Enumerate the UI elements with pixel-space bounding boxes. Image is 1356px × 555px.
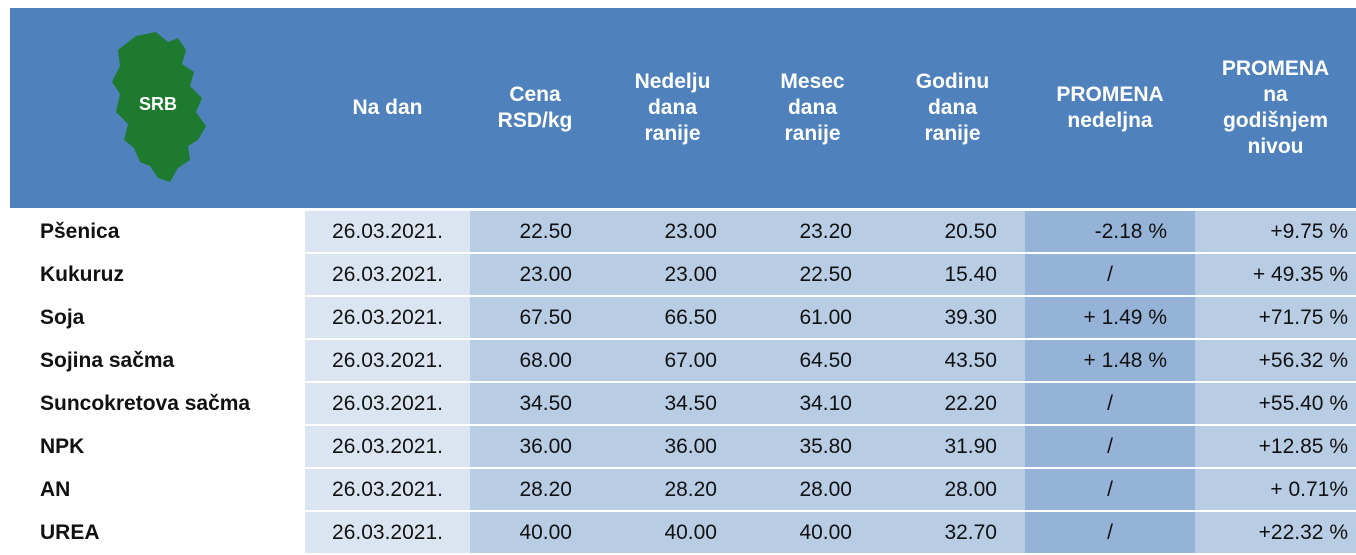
table-cell: 40.00 [470, 512, 600, 555]
column-header: PROMENA na godišnjem nivou [1195, 8, 1356, 208]
table-cell: / [1025, 254, 1195, 297]
table-cell: 28.00 [880, 469, 1025, 512]
logo-cell: SRB [10, 8, 305, 208]
logo-text: SRB [138, 94, 176, 114]
table-cell: 31.90 [880, 426, 1025, 469]
table-cell: + 49.35 % [1195, 254, 1356, 297]
table-cell: 36.00 [470, 426, 600, 469]
table-cell: 34.50 [600, 383, 745, 426]
column-header: Mesec dana ranije [745, 8, 880, 208]
table-cell: + 1.48 % [1025, 340, 1195, 383]
table-cell: 39.30 [880, 297, 1025, 340]
column-header: Na dan [305, 8, 470, 208]
table-cell: 26.03.2021. [305, 297, 470, 340]
column-header: Nedelju dana ranije [600, 8, 745, 208]
table-cell: +71.75 % [1195, 297, 1356, 340]
table-cell: +22.32 % [1195, 512, 1356, 555]
table-cell: -2.18 % [1025, 211, 1195, 254]
row-label: UREA [10, 512, 305, 555]
table-cell: 66.50 [600, 297, 745, 340]
column-header: Cena RSD/kg [470, 8, 600, 208]
table-cell: 23.00 [600, 254, 745, 297]
table-cell: / [1025, 383, 1195, 426]
table-cell: +55.40 % [1195, 383, 1356, 426]
table-cell: +12.85 % [1195, 426, 1356, 469]
table-cell: 67.50 [470, 297, 600, 340]
table-cell: 26.03.2021. [305, 512, 470, 555]
row-label: NPK [10, 426, 305, 469]
table-cell: 61.00 [745, 297, 880, 340]
table-cell: 26.03.2021. [305, 254, 470, 297]
table-cell: 23.20 [745, 211, 880, 254]
table-cell: 20.50 [880, 211, 1025, 254]
table-cell: + 1.49 % [1025, 297, 1195, 340]
table-cell: 26.03.2021. [305, 383, 470, 426]
table-cell: 26.03.2021. [305, 469, 470, 512]
table-cell: 34.10 [745, 383, 880, 426]
table-cell: 26.03.2021. [305, 340, 470, 383]
table-cell: 26.03.2021. [305, 426, 470, 469]
row-label: Kukuruz [10, 254, 305, 297]
table-cell: / [1025, 469, 1195, 512]
table-cell: 67.00 [600, 340, 745, 383]
table-cell: 22.20 [880, 383, 1025, 426]
table-cell: 28.20 [470, 469, 600, 512]
row-label: Pšenica [10, 211, 305, 254]
table-cell: 43.50 [880, 340, 1025, 383]
table-cell: 64.50 [745, 340, 880, 383]
table-cell: 22.50 [470, 211, 600, 254]
table-cell: 23.00 [600, 211, 745, 254]
row-label: Sojina sačma [10, 340, 305, 383]
column-header: PROMENA nedeljna [1025, 8, 1195, 208]
column-header: Godinu dana ranije [880, 8, 1025, 208]
table-cell: 36.00 [600, 426, 745, 469]
table-cell: 68.00 [470, 340, 600, 383]
row-label: Suncokretova sačma [10, 383, 305, 426]
table-cell: +56.32 % [1195, 340, 1356, 383]
table-cell: / [1025, 512, 1195, 555]
table-cell: 22.50 [745, 254, 880, 297]
table-cell: 40.00 [600, 512, 745, 555]
table-cell: 35.80 [745, 426, 880, 469]
table-cell: + 0.71% [1195, 469, 1356, 512]
row-label: AN [10, 469, 305, 512]
table-cell: 15.40 [880, 254, 1025, 297]
table-cell: / [1025, 426, 1195, 469]
table-cell: 28.20 [600, 469, 745, 512]
row-label: Soja [10, 297, 305, 340]
table-cell: 40.00 [745, 512, 880, 555]
serbia-map: SRB [111, 32, 206, 182]
table-cell: 32.70 [880, 512, 1025, 555]
table-cell: +9.75 % [1195, 211, 1356, 254]
table-cell: 28.00 [745, 469, 880, 512]
table-cell: 34.50 [470, 383, 600, 426]
table-cell: 26.03.2021. [305, 211, 470, 254]
table-cell: 23.00 [470, 254, 600, 297]
